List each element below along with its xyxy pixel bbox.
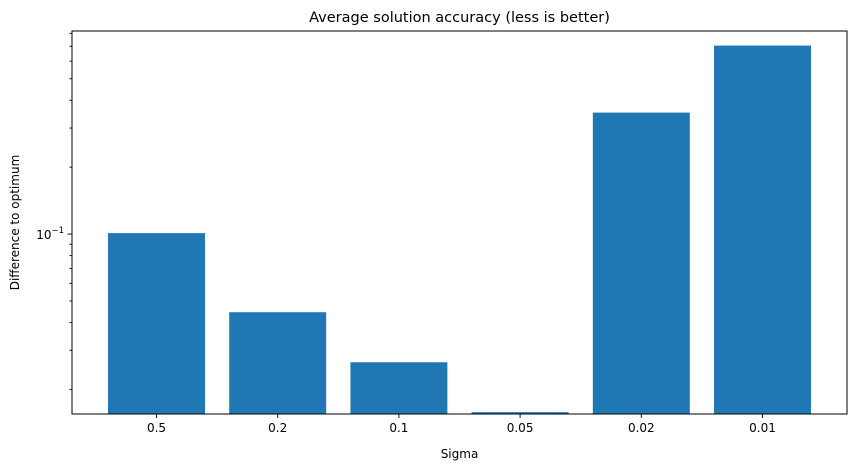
chart-title: Average solution accuracy (less is bette… <box>309 10 610 26</box>
x-tick-label: 0.01 <box>749 421 776 435</box>
bar-0.5 <box>108 233 205 414</box>
y-axis-ticks: 10−1 <box>36 32 72 390</box>
bar-0.05 <box>471 412 569 414</box>
y-tick-label: 10−1 <box>36 226 64 242</box>
bar-0.2 <box>229 312 327 414</box>
bar-0.01 <box>714 45 811 414</box>
x-tick-label: 0.05 <box>507 421 534 435</box>
x-tick-label: 0.2 <box>268 421 287 435</box>
y-axis-label: Difference to optimum <box>8 155 22 291</box>
bar-0.02 <box>592 112 690 415</box>
x-axis-label: Sigma <box>441 447 479 461</box>
bars-group <box>108 45 811 415</box>
x-tick-label: 0.02 <box>628 421 655 435</box>
x-axis-ticks: 0.5 0.2 0.1 0.05 0.02 0.01 <box>147 414 776 435</box>
x-tick-label: 0.5 <box>147 421 166 435</box>
plot-frame <box>71 30 848 415</box>
x-tick-label: 0.1 <box>389 421 408 435</box>
bar-0.1 <box>350 362 448 414</box>
